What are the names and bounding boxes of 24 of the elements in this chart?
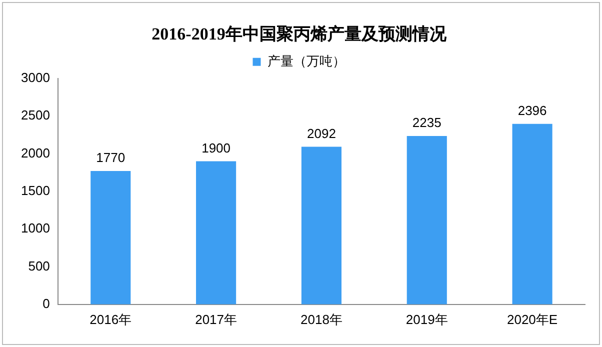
data-label: 2092 bbox=[307, 126, 336, 141]
bar bbox=[512, 124, 552, 304]
x-tick-label: 2016年 bbox=[90, 312, 132, 327]
data-label: 1770 bbox=[96, 150, 126, 166]
x-tick-label: 2020年E bbox=[506, 312, 558, 327]
y-tick-label: 500 bbox=[28, 258, 50, 274]
bar bbox=[90, 171, 131, 304]
data-label: 2235 bbox=[412, 115, 442, 130]
y-tick-label: 3000 bbox=[21, 70, 50, 85]
x-tick-label: 2019年 bbox=[406, 312, 448, 327]
x-tick-label: 2018年 bbox=[300, 312, 342, 327]
y-tick-label: 2000 bbox=[21, 145, 50, 160]
data-label: 1900 bbox=[202, 140, 231, 156]
legend-label: 产量（万吨） bbox=[267, 53, 346, 68]
bar bbox=[301, 146, 342, 304]
y-tick-label: 1500 bbox=[21, 182, 50, 198]
bar bbox=[406, 136, 447, 304]
x-tick-label: 2017年 bbox=[195, 312, 238, 327]
y-tick-label: 0 bbox=[42, 296, 50, 311]
chart-title: 2016-2019年中国聚丙烯产量及预测情况 bbox=[152, 24, 448, 44]
y-tick-label: 1000 bbox=[21, 220, 50, 236]
y-tick-label: 2500 bbox=[21, 108, 50, 123]
data-label: 2396 bbox=[518, 102, 547, 118]
bar bbox=[196, 161, 236, 304]
